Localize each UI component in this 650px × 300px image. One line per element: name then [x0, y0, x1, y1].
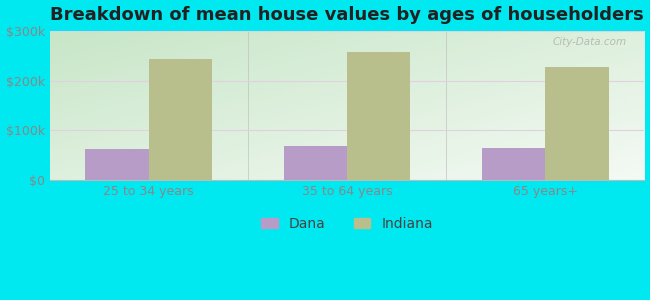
- Legend: Dana, Indiana: Dana, Indiana: [255, 211, 438, 236]
- Bar: [85, 149, 149, 180]
- Bar: [149, 59, 212, 180]
- Bar: [545, 67, 609, 180]
- Bar: [482, 148, 545, 180]
- Title: Breakdown of mean house values by ages of householders: Breakdown of mean house values by ages o…: [50, 6, 644, 24]
- Text: City-Data.com: City-Data.com: [552, 37, 627, 47]
- Bar: [283, 146, 347, 180]
- Bar: [347, 52, 410, 180]
